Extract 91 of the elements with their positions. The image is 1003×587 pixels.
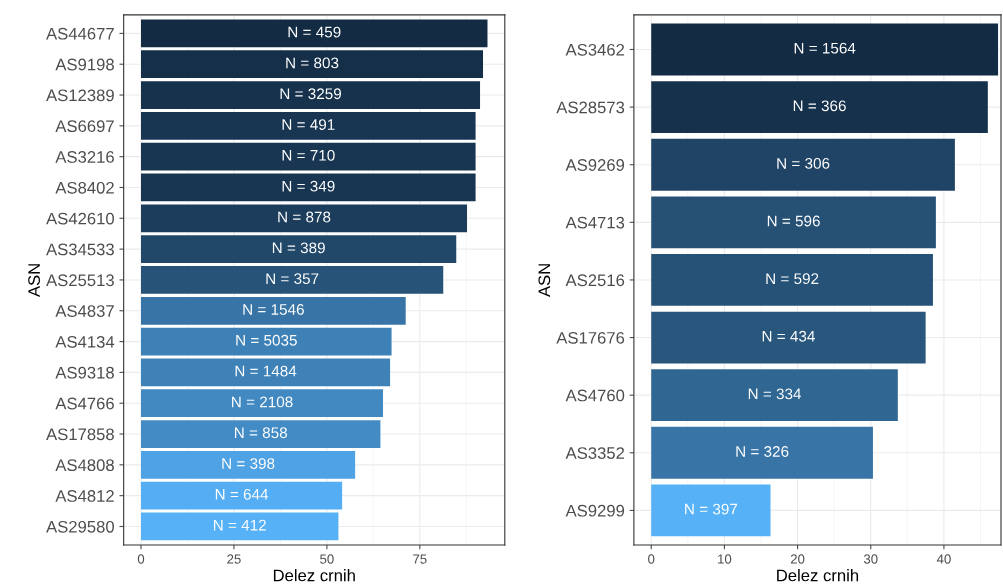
bar bbox=[651, 254, 933, 306]
annotation: N = 644 bbox=[215, 488, 269, 500]
bar bbox=[140, 204, 468, 233]
x-tick-label: 50 bbox=[320, 554, 334, 564]
bar bbox=[651, 426, 873, 479]
annotation: N = 878 bbox=[278, 211, 331, 223]
bar bbox=[140, 481, 343, 510]
annotation: N = 1484 bbox=[235, 365, 297, 377]
x-tick-label: 0 bbox=[137, 554, 145, 564]
x-tick-label: 10 bbox=[718, 554, 732, 564]
annotation: N = 1546 bbox=[243, 304, 304, 315]
bar bbox=[140, 266, 444, 294]
x-tick-label: 75 bbox=[413, 554, 427, 564]
y-tick-label: AS17858 bbox=[46, 428, 114, 441]
bar bbox=[651, 484, 771, 537]
annotation: N = 398 bbox=[222, 458, 275, 469]
x-tick-label: 20 bbox=[790, 554, 805, 564]
annotation: N = 366 bbox=[793, 100, 846, 112]
annotation: N = 858 bbox=[234, 427, 288, 439]
annotation: N = 334 bbox=[748, 388, 802, 400]
y-tick-label: AS4713 bbox=[565, 216, 625, 229]
bar bbox=[651, 369, 898, 422]
x-tick-label: 25 bbox=[227, 554, 241, 564]
bar bbox=[651, 311, 926, 364]
y-tick-label: AS9269 bbox=[565, 159, 625, 171]
y-tick-label: AS4837 bbox=[55, 305, 114, 317]
y-tick-label: AS4812 bbox=[55, 490, 114, 502]
bar bbox=[140, 450, 356, 479]
bar bbox=[140, 111, 476, 140]
bar bbox=[140, 142, 476, 171]
bar bbox=[140, 358, 391, 387]
y-tick-label: AS9318 bbox=[55, 366, 114, 379]
y-tick-label: AS4808 bbox=[55, 459, 114, 472]
annotation: N = 5035 bbox=[236, 334, 297, 346]
x-axis-title: Delez crnih bbox=[777, 569, 859, 582]
bar bbox=[140, 81, 481, 109]
y-tick-label: AS6697 bbox=[55, 120, 114, 133]
annotation: N = 491 bbox=[282, 119, 335, 130]
y-tick-label: AS44677 bbox=[46, 27, 114, 40]
annotation: N = 389 bbox=[272, 242, 325, 254]
y-tick-label: AS42610 bbox=[46, 212, 114, 225]
y-tick-label: AS4760 bbox=[565, 389, 625, 402]
annotation: N = 1564 bbox=[794, 42, 856, 54]
bar bbox=[140, 50, 484, 79]
bar bbox=[140, 327, 392, 356]
annotation: N = 357 bbox=[266, 273, 319, 285]
y-axis-title: ASN bbox=[538, 264, 551, 298]
annotation: N = 434 bbox=[762, 330, 815, 342]
annotation: N = 596 bbox=[767, 215, 820, 227]
y-tick-label: AS3462 bbox=[565, 43, 625, 56]
annotation: N = 3259 bbox=[280, 88, 342, 100]
y-tick-label: AS12389 bbox=[46, 89, 114, 102]
y-tick-label: AS28573 bbox=[556, 101, 625, 114]
annotation: N = 592 bbox=[766, 273, 819, 285]
y-tick-label: AS9299 bbox=[565, 504, 625, 517]
y-axis-title: ASN bbox=[28, 264, 40, 298]
y-tick-label: AS17676 bbox=[556, 331, 625, 344]
y-tick-label: AS29580 bbox=[46, 520, 114, 533]
annotation: N = 710 bbox=[282, 149, 335, 161]
annotation: N = 803 bbox=[286, 57, 339, 69]
y-tick-label: AS4134 bbox=[55, 335, 115, 348]
bar bbox=[651, 81, 988, 134]
bar bbox=[140, 19, 488, 48]
x-tick-label: 30 bbox=[863, 554, 878, 564]
bar bbox=[651, 138, 955, 191]
annotation: N = 306 bbox=[777, 157, 830, 169]
y-tick-label: AS4766 bbox=[55, 397, 114, 410]
bar bbox=[140, 420, 381, 448]
x-tick-label: 40 bbox=[936, 554, 951, 564]
y-tick-label: AS2516 bbox=[565, 274, 625, 287]
annotation: N = 397 bbox=[685, 503, 738, 515]
x-axis-title: Delez crnih bbox=[273, 569, 355, 582]
bar bbox=[140, 512, 339, 541]
y-tick-label: AS3216 bbox=[55, 151, 114, 163]
bar bbox=[651, 196, 936, 249]
bar bbox=[140, 389, 384, 418]
annotation: N = 349 bbox=[282, 180, 335, 192]
bar bbox=[140, 173, 476, 202]
annotation: N = 326 bbox=[736, 446, 789, 457]
annotation: N = 412 bbox=[213, 519, 266, 531]
annotation: N = 2108 bbox=[232, 396, 293, 408]
y-tick-label: AS9198 bbox=[55, 58, 114, 71]
bar bbox=[140, 296, 406, 325]
annotation: N = 459 bbox=[288, 26, 341, 38]
y-tick-label: AS25513 bbox=[46, 274, 114, 287]
y-tick-label: AS8402 bbox=[55, 181, 114, 194]
bar bbox=[651, 23, 999, 76]
y-tick-label: AS3352 bbox=[565, 447, 625, 459]
y-tick-label: AS34533 bbox=[46, 243, 114, 256]
bar bbox=[140, 235, 457, 263]
x-tick-label: 0 bbox=[648, 554, 655, 564]
